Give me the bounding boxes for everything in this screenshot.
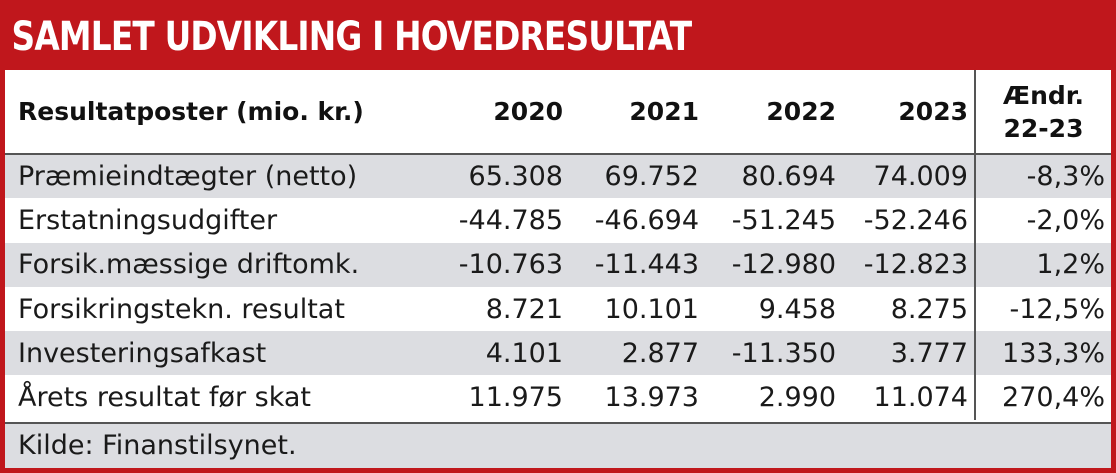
cell-2021: -11.443 bbox=[569, 242, 705, 287]
column-header-change: Ændr. 22-23 bbox=[974, 70, 1111, 155]
cell-2022: -51.245 bbox=[731, 204, 836, 236]
row-label: Erstatningsudgifter bbox=[18, 204, 278, 236]
cell-2023: 8.275 bbox=[890, 293, 968, 325]
change-header-line2: 22-23 bbox=[1003, 113, 1084, 143]
cell-change: -8,3% bbox=[974, 154, 1111, 199]
cell-2020: 8.721 bbox=[485, 293, 563, 325]
cell-2022: -12.980 bbox=[705, 242, 842, 287]
cell-2023: -12.823 bbox=[842, 242, 975, 287]
column-header-2023: 2023 bbox=[842, 70, 975, 155]
cell-2020: 11.975 bbox=[468, 382, 563, 414]
cell-2021: 69.752 bbox=[569, 154, 705, 199]
table-row: Forsik.mæssige driftomk. -10.763 -11.443… bbox=[5, 242, 1111, 287]
cell-2023: 3.777 bbox=[842, 331, 975, 376]
table-row: Investeringsafkast 4.101 2.877 -11.350 3… bbox=[5, 331, 1111, 376]
results-table: Resultatposter (mio. kr.) 2020 2021 2022… bbox=[5, 70, 1111, 420]
row-label: Investeringsafkast bbox=[5, 331, 430, 376]
cell-change: -12,5% bbox=[974, 286, 1111, 332]
cell-2021: 2.877 bbox=[569, 331, 705, 376]
row-label: Forsik.mæssige driftomk. bbox=[5, 242, 430, 287]
cell-change: 270,4% bbox=[974, 375, 1111, 420]
cell-2023: 74.009 bbox=[842, 154, 975, 199]
cell-2023: 11.074 bbox=[873, 382, 968, 414]
cell-2022: 80.694 bbox=[705, 154, 842, 199]
column-header-2020: 2020 bbox=[430, 70, 569, 155]
source-note: Kilde: Finanstilsynet. bbox=[5, 422, 1111, 468]
cell-2022: 9.458 bbox=[758, 293, 836, 325]
cell-2021: 10.101 bbox=[604, 293, 699, 325]
cell-2020: 65.308 bbox=[430, 154, 569, 199]
table-row: Erstatningsudgifter -44.785 -46.694 -51.… bbox=[5, 198, 1111, 243]
cell-2021: -46.694 bbox=[594, 204, 699, 236]
cell-change: 133,3% bbox=[974, 331, 1111, 376]
table-body-area: Resultatposter (mio. kr.) 2020 2021 2022… bbox=[5, 70, 1111, 468]
column-header-2021: 2021 bbox=[569, 70, 705, 155]
cell-2020: -10.763 bbox=[430, 242, 569, 287]
row-label: Præmieindtægter (netto) bbox=[5, 154, 430, 199]
table-row: Præmieindtægter (netto) 65.308 69.752 80… bbox=[5, 154, 1111, 199]
table-row: Årets resultat før skat 11.975 13.973 2.… bbox=[5, 375, 1111, 420]
cell-2021: 13.973 bbox=[604, 382, 699, 414]
cell-2023: -52.246 bbox=[863, 204, 968, 236]
table-title: SAMLET UDVIKLING I HOVEDRESULTAT bbox=[11, 14, 693, 60]
cell-2020: 4.101 bbox=[430, 331, 569, 376]
cell-2022: -11.350 bbox=[705, 331, 842, 376]
header-row: Resultatposter (mio. kr.) 2020 2021 2022… bbox=[5, 70, 1111, 155]
cell-change: -2,0% bbox=[974, 198, 1111, 243]
row-label: Årets resultat før skat bbox=[18, 382, 311, 414]
column-header-2022: 2022 bbox=[705, 70, 842, 155]
row-label: Forsikringstekn. resultat bbox=[18, 293, 345, 325]
cell-change: 1,2% bbox=[974, 242, 1111, 287]
column-header-label: Resultatposter (mio. kr.) bbox=[5, 70, 430, 155]
table-row: Forsikringstekn. resultat 8.721 10.101 9… bbox=[5, 286, 1111, 332]
change-header-line1: Ændr. bbox=[1002, 80, 1085, 110]
cell-2022: 2.990 bbox=[758, 382, 836, 414]
cell-2020: -44.785 bbox=[458, 204, 563, 236]
